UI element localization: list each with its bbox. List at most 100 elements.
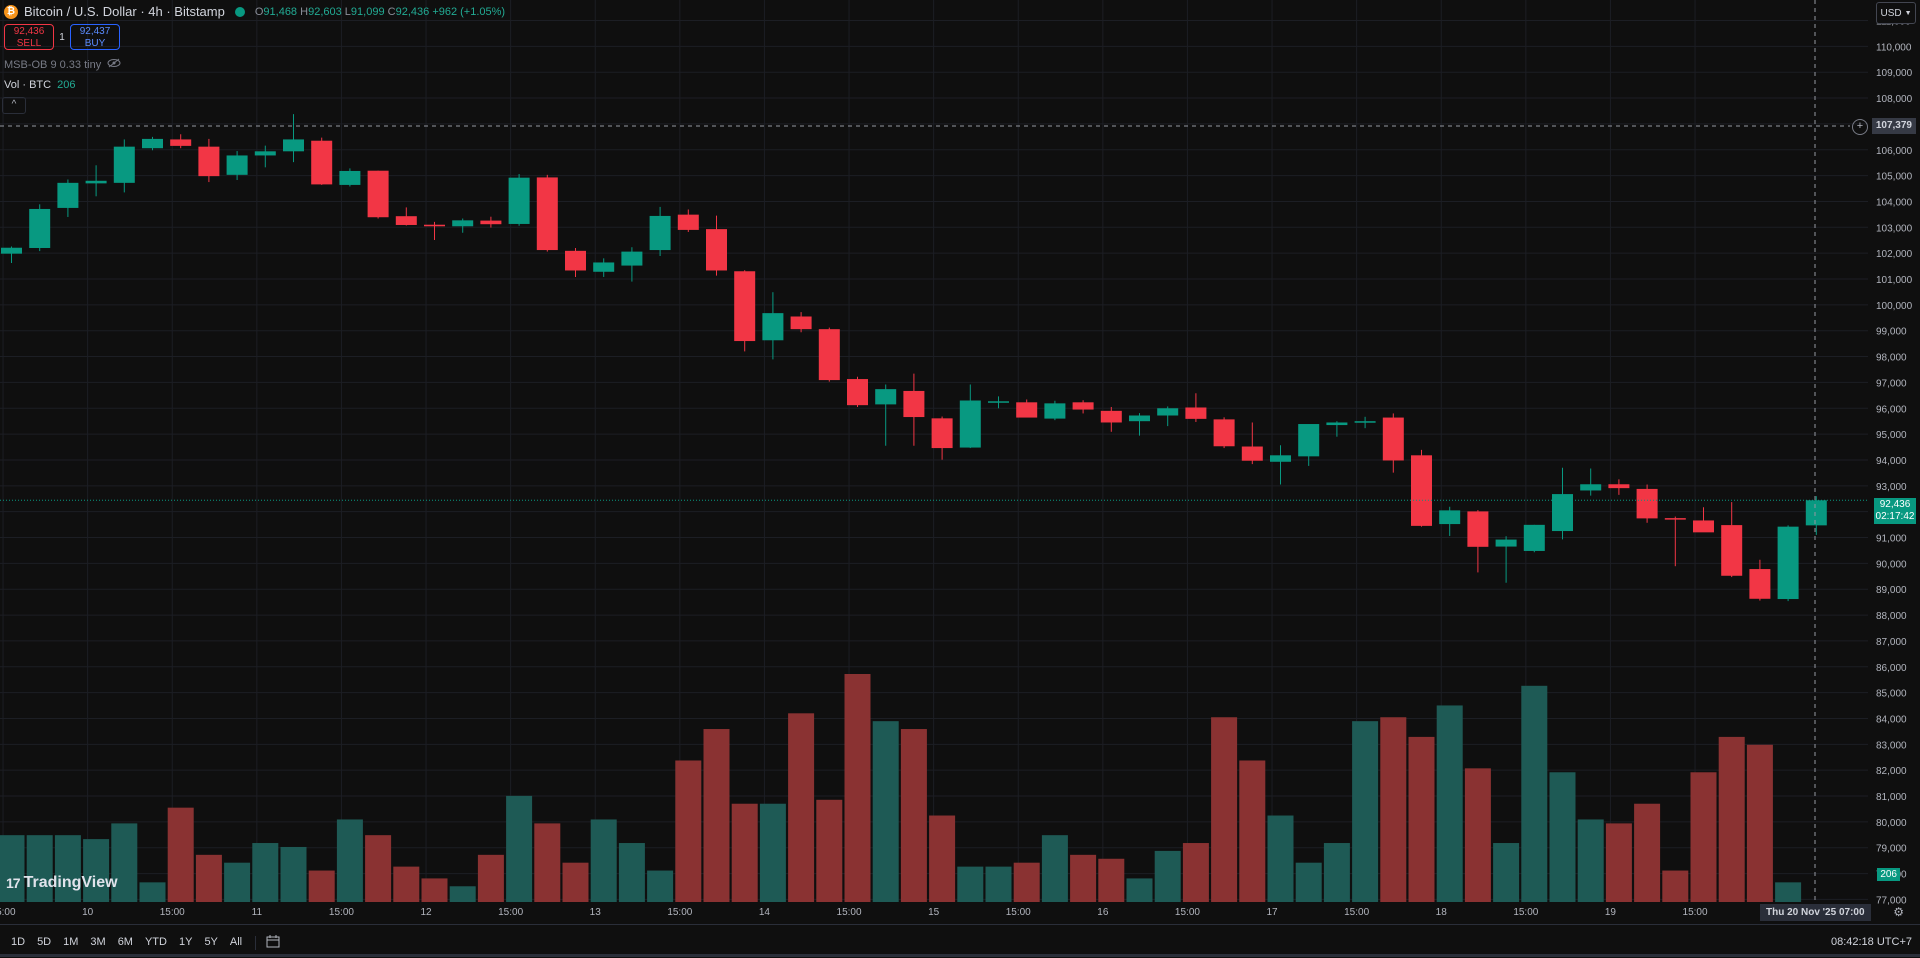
price-tick-label: 105,000 [1876, 172, 1913, 183]
price-axis[interactable]: 111,000110,000109,000108,000107,000106,0… [1876, 17, 1913, 907]
volume-bar [1013, 862, 1040, 902]
timeframe-3m[interactable]: 3M [90, 936, 106, 948]
price-tick-label: 90,000 [1876, 559, 1907, 570]
timeframe-1m[interactable]: 1M [63, 936, 79, 948]
price-tick-label: 81,000 [1876, 792, 1907, 803]
msb-indicator-title: MSB-OB 9 0.33 tiny [4, 58, 102, 71]
volume-bar [506, 795, 533, 902]
time-tick-label: 15 [928, 907, 940, 918]
volume-bar [900, 729, 927, 902]
volume-bar [957, 866, 984, 902]
volume-indicator-legend[interactable]: Vol · BTC 206 [4, 79, 75, 91]
volume-bar [1070, 854, 1097, 902]
buy-button[interactable]: 92,437 BUY [70, 24, 120, 50]
volume-bar [1380, 717, 1407, 902]
market-status-icon [234, 6, 245, 17]
candle-body [1439, 510, 1461, 525]
time-tick-label: 15:00 [0, 907, 16, 918]
time-tick-label: 14 [759, 907, 771, 918]
crosshair-price-label: 107,379 [1871, 118, 1916, 134]
symbol-header[interactable]: ₿ Bitcoin / U.S. Dollar · 4h · Bitstamp … [4, 4, 505, 19]
trade-buttons: 92,436 SELL 1 92,437 BUY [4, 24, 120, 50]
time-tick-label: 15:00 [1683, 907, 1708, 918]
price-tick-label: 93,000 [1876, 482, 1907, 493]
volume-bar [788, 713, 815, 902]
price-tick-label: 109,000 [1876, 68, 1913, 79]
price-change: +962 (+1.05%) [432, 5, 506, 18]
volume-bar [1549, 772, 1576, 902]
candle-body [593, 262, 615, 272]
timeframe-5y[interactable]: 5Y [204, 936, 218, 948]
time-axis[interactable]: 15:00 10 15:00 11 15:00 12 15:00 13 15:00 14 15:00… [0, 907, 1708, 918]
volume-bar [83, 839, 110, 902]
volume-bar [1041, 835, 1068, 902]
price-tick-label: 97,000 [1876, 378, 1907, 389]
candle-body [367, 170, 389, 218]
tradingview-logo[interactable]: 17 TradingView [6, 874, 118, 891]
time-tick-label: 15:00 [1344, 907, 1369, 918]
bottom-scroll-strip [0, 954, 1920, 957]
msb-indicator-legend[interactable]: MSB-OB 9 0.33 tiny [4, 58, 121, 71]
volume-bar [816, 799, 843, 902]
timeframe-1d[interactable]: 1D [11, 936, 26, 948]
bitcoin-icon: ₿ [4, 4, 18, 19]
price-tick-label: 100,000 [1876, 301, 1913, 312]
price-tick-label: 104,000 [1876, 197, 1913, 208]
candle-body [1382, 417, 1404, 461]
candle-body [1072, 402, 1094, 410]
timeframe-all[interactable]: All [229, 936, 243, 948]
volume-bar [1352, 721, 1379, 902]
volume-bar [336, 819, 363, 902]
volume-bar [1718, 736, 1745, 902]
sell-button[interactable]: 92,436 SELL [4, 24, 54, 50]
volume-bar [1436, 705, 1463, 902]
clock-timezone[interactable]: 08:42:18 UTC+7 [1830, 936, 1912, 948]
time-tick-label: 15:00 [837, 907, 862, 918]
candle-body [1016, 402, 1038, 418]
timeframe-1y[interactable]: 1Y [178, 936, 193, 948]
price-tick-label: 91,000 [1876, 534, 1907, 545]
symbol-title[interactable]: Bitcoin / U.S. Dollar · 4h · Bitstamp [24, 4, 225, 19]
candle-body [29, 208, 51, 248]
candle-body [339, 170, 361, 185]
chart-settings-icon[interactable]: ⚙ [1893, 905, 1904, 919]
time-tick-label: 15:00 [1175, 907, 1200, 918]
price-tick-label: 94,000 [1876, 456, 1907, 467]
collapse-legend-button[interactable]: ^ [2, 97, 26, 114]
volume-bar [590, 819, 617, 902]
candle-body [649, 215, 671, 251]
candle-body [1411, 455, 1432, 526]
volume-bar [477, 854, 504, 902]
candle-body [875, 389, 897, 405]
candle-body [536, 177, 558, 251]
volume-bar [844, 674, 871, 902]
timeframe-5d[interactable]: 5D [37, 936, 52, 948]
calendar-icon[interactable] [264, 934, 282, 952]
candles [1, 114, 1827, 602]
candle-body [1354, 421, 1376, 423]
volume-bar [308, 870, 335, 902]
timeframe-ytd[interactable]: YTD [144, 936, 167, 948]
add-alert-plus-icon[interactable]: + [1852, 119, 1868, 135]
currency-selector[interactable]: USD ▼ [1876, 2, 1916, 24]
price-tick-label: 95,000 [1876, 430, 1907, 441]
time-tick-label: 19 [1605, 907, 1617, 918]
last-volume-label: 206 [1877, 868, 1900, 881]
volume-bar [1605, 823, 1632, 902]
candle-body [677, 214, 699, 230]
price-tick-label: 103,000 [1876, 223, 1913, 234]
time-tick-label: 15:00 [498, 907, 523, 918]
volume-bar [1408, 736, 1435, 902]
chart-canvas[interactable]: 111,000110,000109,000108,000107,000106,0… [0, 0, 1920, 924]
volume-bar [1126, 878, 1153, 902]
candle-body [311, 140, 333, 185]
candle-body [57, 182, 79, 208]
volume-bar [1746, 744, 1773, 902]
volume-bar [224, 862, 251, 902]
timeframe-6m[interactable]: 6M [117, 936, 133, 948]
candle-body [1495, 539, 1517, 547]
eye-hidden-icon[interactable] [107, 58, 121, 71]
volume-bar [167, 807, 194, 902]
candle-body [1721, 525, 1743, 576]
candle-body [1749, 569, 1771, 599]
